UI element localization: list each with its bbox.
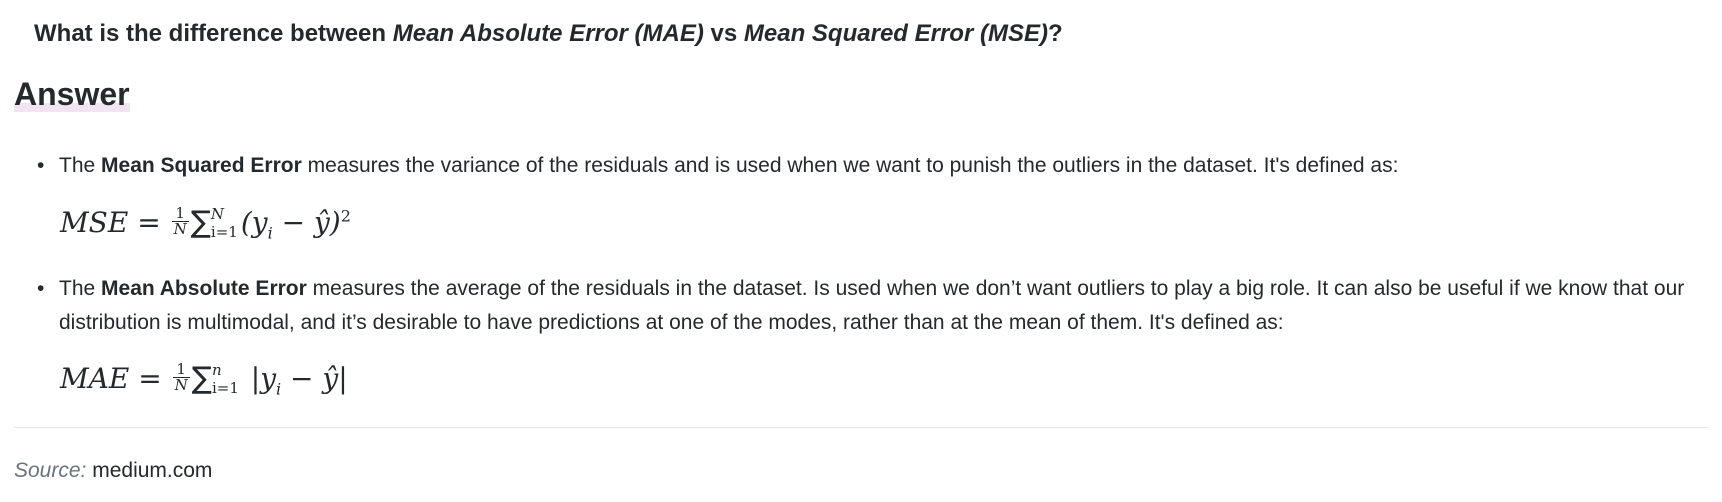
formula-body-open: (y — [240, 206, 268, 239]
sum-symbol: ∑ — [191, 361, 212, 396]
question-term-mse: Mean Squared Error (MSE) — [743, 20, 1048, 47]
formula-equals: = — [128, 206, 170, 239]
question-middle: vs — [703, 20, 744, 47]
formula-subscript: i — [267, 223, 273, 243]
mae-formula: MAE = 1 N ∑ n i=1 |yi − ŷ| — [60, 361, 348, 399]
formula-body-rest: − ŷ| — [281, 362, 348, 395]
sum-lower-limit: i=1 — [211, 378, 239, 397]
bullet-icon: • — [37, 277, 45, 300]
source-line: Source: medium.com — [14, 459, 212, 483]
list-item-mse: • The Mean Squared Error measures the va… — [37, 149, 1689, 183]
divider — [14, 427, 1708, 428]
formula-equals: = — [129, 362, 171, 395]
item-lead: The — [59, 154, 102, 177]
formula-body-open: |y — [241, 362, 277, 395]
fraction-denominator: N — [173, 220, 187, 238]
formula-exponent: 2 — [340, 206, 351, 226]
fraction-numerator: 1 — [171, 206, 189, 222]
formula-subscript: i — [276, 379, 282, 399]
question-term-mae: Mean Absolute Error (MAE) — [392, 20, 704, 47]
formula-lhs: MSE — [60, 206, 129, 239]
sum-lower-limit: i=1 — [210, 222, 238, 241]
item-bold-term: Mean Absolute Error — [101, 277, 307, 300]
sum-symbol: ∑ — [190, 205, 211, 240]
item-lead: The — [59, 277, 102, 300]
sum-limits: n i=1 — [212, 361, 239, 397]
formula-lhs: MAE — [60, 362, 130, 395]
source-label: Source: — [14, 459, 87, 482]
question-suffix: ? — [1047, 20, 1063, 47]
list-item-mae: • The Mean Absolute Error measures the a… — [37, 272, 1689, 340]
source-link[interactable]: medium.com — [92, 459, 213, 482]
question-prefix: What is the difference between — [34, 20, 393, 47]
item-text: measures the average of the residuals in… — [59, 277, 1685, 334]
item-bold-term: Mean Squared Error — [101, 154, 302, 177]
bullet-icon: • — [37, 154, 45, 177]
question-title: What is the difference between Mean Abso… — [34, 20, 1063, 48]
answer-heading: Answer — [14, 76, 130, 112]
formula-body-rest: − ŷ) — [272, 206, 341, 239]
fraction-denominator: N — [174, 376, 188, 394]
item-text: measures the variance of the residuals a… — [301, 154, 1399, 177]
fraction-numerator: 1 — [172, 362, 190, 378]
sum-upper-limit: n — [211, 360, 222, 379]
sum-upper-limit: N — [210, 204, 225, 223]
